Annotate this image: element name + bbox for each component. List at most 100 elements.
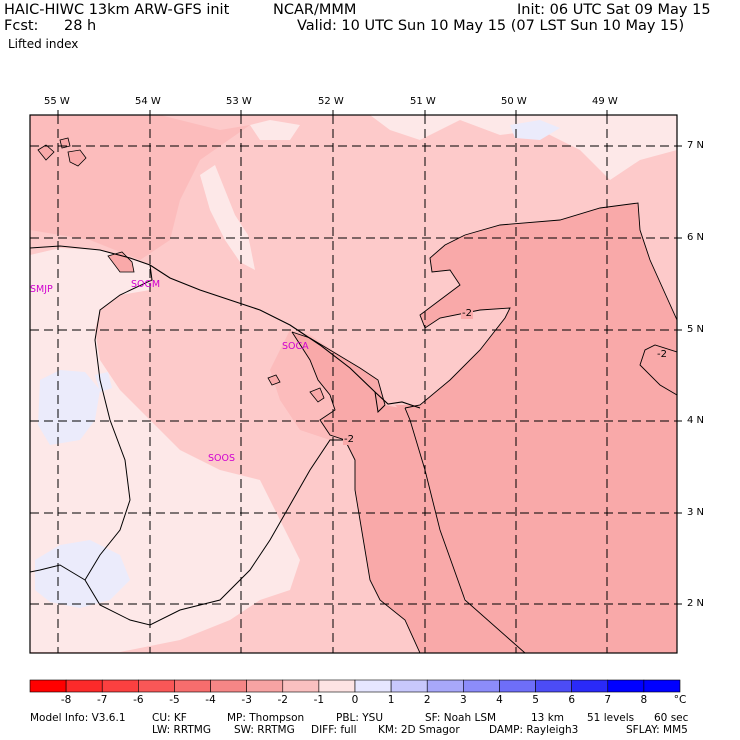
lat-label-6n: 6 N	[687, 232, 705, 243]
contour-label-1: -2	[461, 308, 473, 319]
colorbar-tick-label: -8	[60, 694, 72, 706]
lat-label-7n: 7 N	[687, 140, 705, 151]
valid-time: Valid: 10 UTC Sun 10 May 15 (07 LST Sun …	[297, 18, 685, 34]
contour-line-4	[291, 331, 386, 406]
contour-line-3	[639, 344, 677, 396]
footer-pbl: PBL: YSU	[336, 712, 384, 724]
colorbar-box	[138, 679, 175, 693]
lat-label-3n: 3 N	[687, 507, 705, 518]
colorbar-box	[643, 679, 681, 693]
colorbar-tick-label: -1	[313, 694, 325, 706]
field-lavender-2	[35, 540, 130, 608]
colorbar-box	[282, 679, 320, 693]
org-label: NCAR/MMM	[273, 2, 357, 18]
field-mid-upperleft	[30, 115, 250, 260]
coastline	[30, 245, 421, 409]
lon-label-50w: 50 W	[501, 96, 527, 107]
colorbar-tick-label: -4	[205, 694, 216, 706]
field-light-top	[370, 115, 677, 180]
axis-ticks	[57, 110, 682, 605]
contour-label-2: -2	[656, 349, 668, 360]
border-suriname-west	[30, 264, 153, 581]
contour-line-1	[464, 202, 677, 321]
colorbar-box	[101, 679, 139, 693]
lon-label-52w: 52 W	[318, 96, 344, 107]
contour-line-6	[404, 407, 526, 653]
field-dark-island-5	[267, 374, 281, 386]
colorbar-box	[535, 679, 572, 693]
field-name: Lifted index	[8, 37, 79, 51]
map-frame	[29, 114, 678, 654]
border-oyapock	[374, 391, 386, 414]
footer-sw: SW: RRTMG	[234, 724, 295, 736]
colorbar-box	[390, 679, 428, 693]
colorbar-box	[499, 679, 536, 693]
footer-mp: MP: Thompson	[227, 712, 305, 724]
colorbar-box	[571, 679, 609, 693]
lat-label-4n: 4 N	[687, 415, 705, 426]
colorbar-tick-label: 5	[532, 694, 539, 706]
lon-label-51w: 51 W	[410, 96, 436, 107]
station-soca: SOCA	[282, 341, 309, 352]
fcst-label: Fcst:	[4, 18, 39, 34]
footer-diff: DIFF: full	[311, 724, 357, 736]
field-dark-island-3	[67, 149, 87, 167]
footer-res: 13 km	[531, 712, 565, 724]
colorbar-box	[426, 679, 464, 693]
contour-line-5	[291, 331, 421, 653]
footer-timestep: 60 sec	[654, 712, 689, 724]
colorbar-box	[210, 679, 247, 693]
field-dark-island-4	[107, 251, 135, 273]
footer-levels: 51 levels	[587, 712, 635, 724]
colorbar-box	[318, 679, 356, 693]
station-soos: SOOS	[208, 453, 236, 464]
fcst-value: 28 h	[64, 18, 97, 34]
station-smjp: SMJP	[30, 284, 53, 295]
footer-lw: LW: RRTMG	[152, 724, 211, 736]
colorbar-tick-label: 1	[387, 694, 395, 706]
colorbar-box	[607, 679, 645, 693]
border-suriname-south	[84, 439, 345, 626]
colorbar-tick-label: -6	[133, 694, 144, 706]
field-lavender-4	[510, 120, 560, 140]
colorbar-tick-label: -3	[241, 694, 252, 706]
field-lavender-1	[38, 370, 100, 445]
colorbar-tick-label: 2	[423, 694, 431, 706]
colorbar-box	[174, 679, 211, 693]
footer-sf: SF: Noah LSM	[425, 712, 497, 724]
colorbar-tick-label: -7	[96, 694, 108, 706]
field-dark-coast	[292, 332, 525, 653]
lon-label-54w: 54 W	[135, 96, 161, 107]
colorbar-box	[463, 679, 500, 693]
colorbar	[29, 679, 681, 693]
footer-km: KM: 2D Smagor	[378, 724, 460, 736]
colorbar-tick-label: 0	[351, 694, 359, 706]
station-sogm: SOGM	[131, 279, 161, 290]
init-time: Init: 06 UTC Sat 09 May 15	[517, 2, 711, 18]
lon-label-53w: 53 W	[226, 96, 252, 107]
colorbar-tick-label: -2	[277, 694, 289, 706]
lat-label-5n: 5 N	[687, 324, 705, 335]
footer-cu: CU: KF	[152, 712, 187, 724]
graticule	[30, 115, 677, 653]
colorbar-tick-label: -5	[169, 694, 180, 706]
colorbar-box	[246, 679, 284, 693]
colorbar-box	[354, 679, 392, 693]
lon-label-49w: 49 W	[592, 96, 618, 107]
field-dark-island-1	[37, 144, 55, 161]
field-dark-island-6	[309, 387, 325, 403]
lon-label-55w: 55 W	[44, 96, 70, 107]
lat-label-2n: 2 N	[687, 598, 705, 609]
field-light-patch	[250, 120, 300, 140]
colorbar-tick-label: 6	[568, 694, 575, 706]
colorbar-tick-label: 4	[496, 694, 503, 706]
footer-model-info: Model Info: V3.6.1	[30, 712, 126, 724]
contour-label-3: -2	[343, 434, 355, 445]
colorbar-unit: °C	[673, 694, 687, 706]
footer-sflay: SFLAY: MM5	[626, 724, 688, 736]
footer-damp: DAMP: Rayleigh3	[489, 724, 579, 736]
colorbar-tick-label: 8	[640, 694, 648, 706]
colorbar-box	[65, 679, 103, 693]
colorbar-tick-label: 7	[604, 694, 612, 706]
